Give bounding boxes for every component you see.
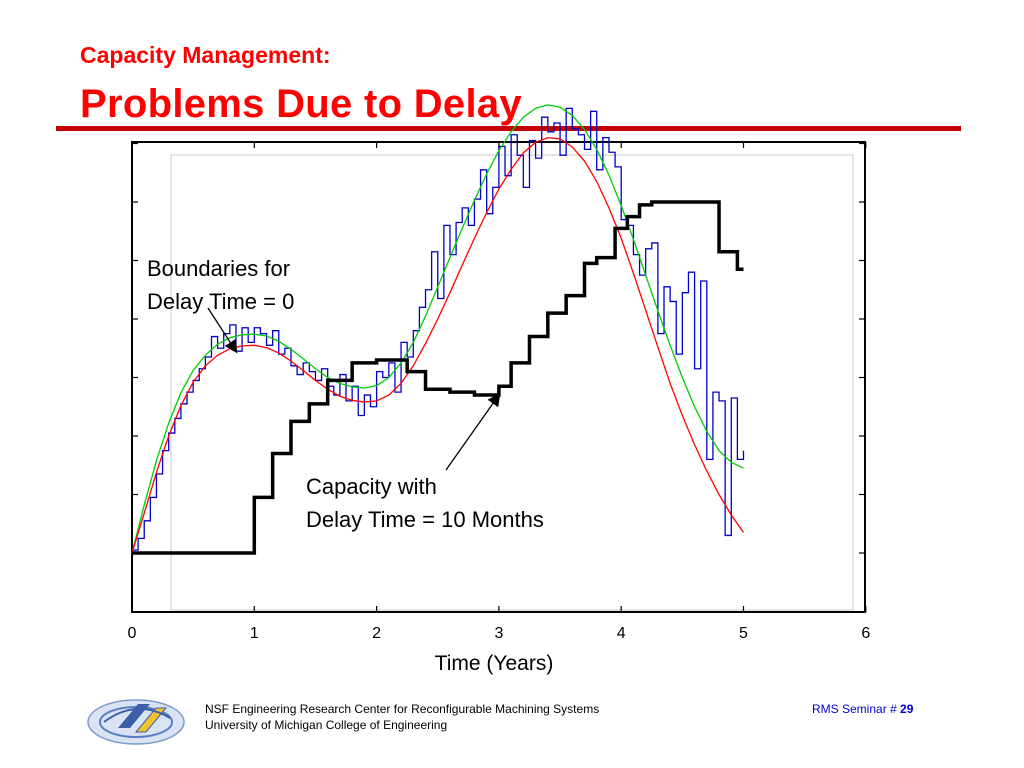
slide-subtitle: Capacity Management: [80, 42, 331, 68]
seminar-label: RMS Seminar # [812, 702, 901, 716]
x-tick-label: 1 [250, 625, 259, 642]
x-axis-label: Time (Years) [435, 652, 554, 675]
x-tick-label: 4 [617, 625, 626, 642]
capacity-series-line [132, 200, 744, 555]
slide-title: Problems Due to Delay [80, 82, 522, 126]
annotation-arrow [445, 392, 501, 471]
axis-ticks [131, 142, 867, 612]
x-tick-label: 6 [861, 625, 870, 642]
rms-logo-icon [87, 699, 185, 745]
annotation-text: Delay Time = 0 [147, 289, 294, 314]
x-tick-label: 0 [128, 625, 137, 642]
annotation-arrow [207, 307, 238, 354]
x-tick-label: 3 [494, 625, 503, 642]
footer-org-line: NSF Engineering Research Center for Reco… [205, 702, 600, 716]
x-tick-label: 2 [372, 625, 381, 642]
demand-series-line [132, 107, 745, 551]
footer-seminar: RMS Seminar # 29 [812, 702, 913, 716]
annotation-text: Capacity with [306, 474, 437, 499]
inner-plot-frame [170, 154, 854, 611]
boundary-series-line [131, 104, 744, 554]
title-divider [56, 126, 961, 131]
x-tick-labels: 0 1 2 3 4 5 6 [128, 625, 871, 642]
annotation-text: Delay Time = 10 Months [306, 507, 544, 532]
page-number: 29 [900, 702, 914, 716]
footer-university-line: University of Michigan College of Engine… [205, 718, 448, 732]
annotation-text: Boundaries for [147, 256, 290, 281]
annotations-layer: Boundaries for Delay Time = 0 Capacity wit… [147, 256, 544, 532]
x-tick-label: 5 [739, 625, 748, 642]
plot-frame [131, 141, 866, 613]
